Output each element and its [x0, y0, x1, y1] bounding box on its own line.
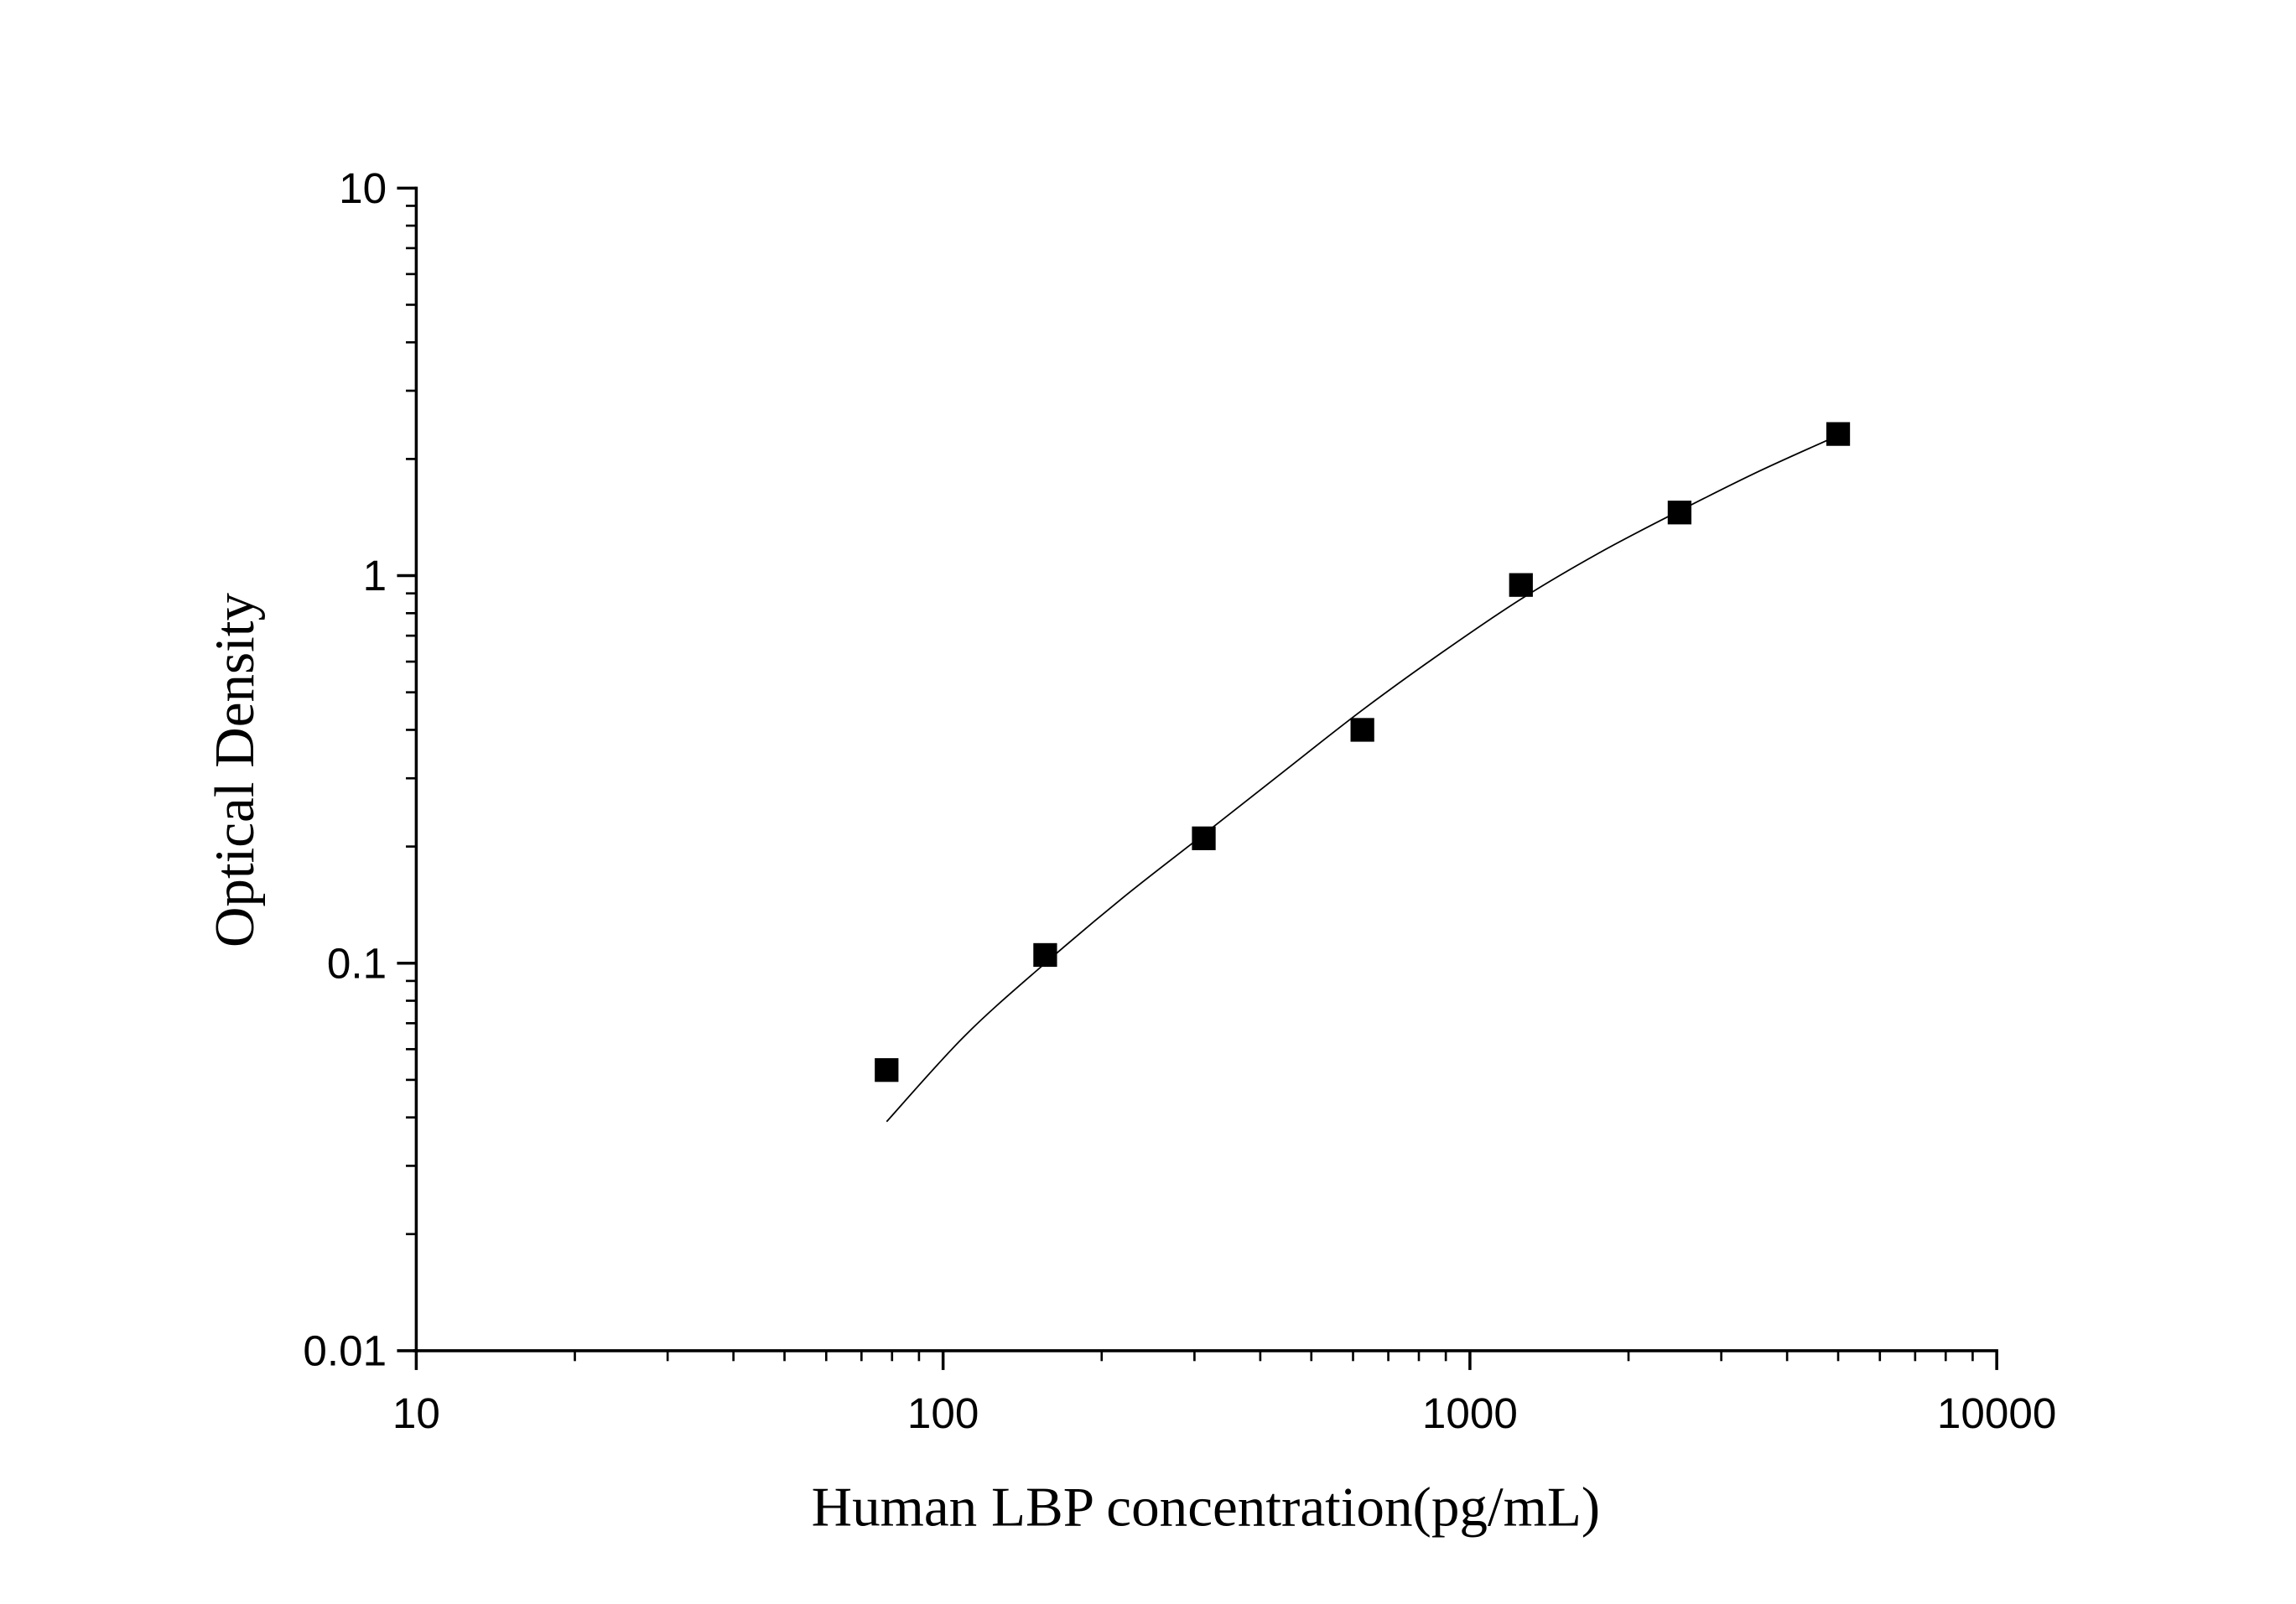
y-axis-title: Optical Density: [203, 593, 266, 948]
x-tick-label: 100: [907, 1389, 979, 1437]
tick-labels: 10 100 1000 10000 0.01 0.1 1 10: [303, 164, 2056, 1437]
x-axis-title: Human LBP concentration(pg/mL): [812, 1475, 1601, 1538]
data-point: [1667, 501, 1692, 525]
y-tick-label: 0.01: [303, 1327, 387, 1375]
y-tick-label: 1: [363, 552, 387, 600]
data-point: [1509, 573, 1533, 597]
x-tick-label: 10: [392, 1389, 440, 1437]
y-tick-label: 10: [339, 164, 387, 212]
data-point: [1350, 718, 1374, 742]
axes: [397, 186, 1998, 1370]
fitted-curve: [886, 434, 1839, 1123]
data-point: [875, 1058, 899, 1082]
y-tick-label: 0.1: [327, 939, 387, 987]
data-point: [1033, 942, 1057, 968]
x-tick-label: 1000: [1422, 1389, 1518, 1437]
x-tick-label: 10000: [1937, 1389, 2056, 1437]
data-point: [1826, 422, 1851, 446]
data-points: [875, 422, 1851, 1082]
data-point: [1192, 826, 1216, 850]
